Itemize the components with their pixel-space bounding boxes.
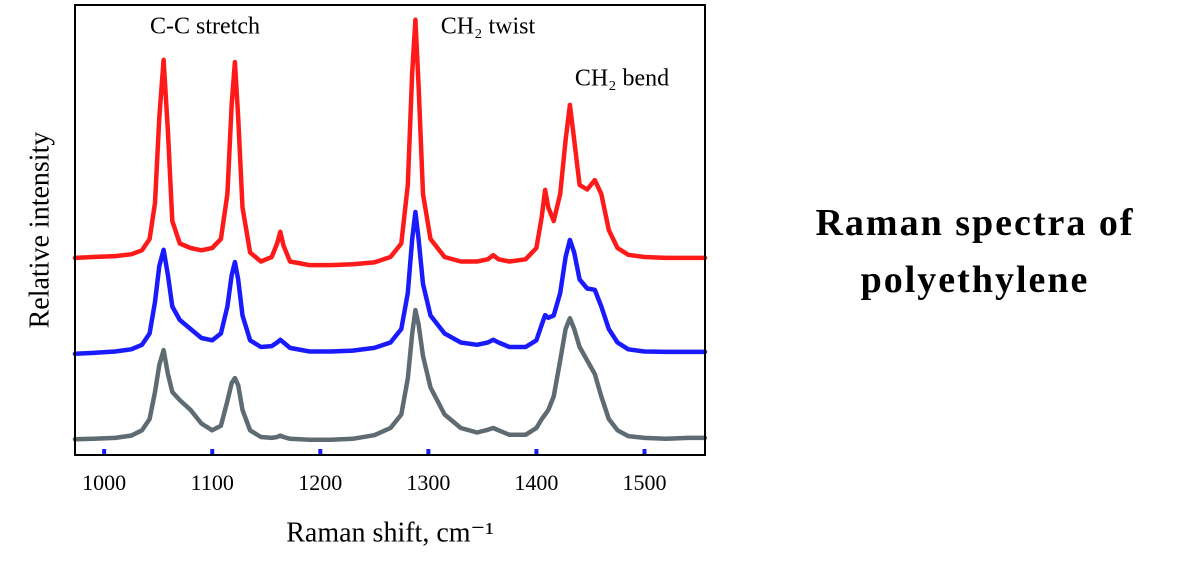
spectrum-line (72, 307, 708, 442)
x-axis-label: Raman shift, cm⁻¹ (286, 517, 493, 548)
x-tick-label: 1500 (622, 470, 666, 495)
chart-title: Raman spectra of polyethylene (815, 202, 1135, 301)
y-axis-label: Relative intensity (24, 132, 55, 329)
x-tick-label: 1200 (298, 470, 342, 495)
annotation: C-C stretch (150, 14, 260, 40)
annotation: CH₂ bend (575, 66, 669, 92)
spectrum-line (72, 17, 708, 268)
x-tick-label: 1300 (406, 470, 450, 495)
spectrum-line (72, 209, 708, 357)
x-tick-label: 1000 (82, 470, 126, 495)
x-tick-label: 1400 (514, 470, 558, 495)
annotation: CH₂ twist (441, 14, 536, 40)
x-tick-label: 1100 (191, 470, 234, 495)
plot-frame (74, 4, 706, 456)
